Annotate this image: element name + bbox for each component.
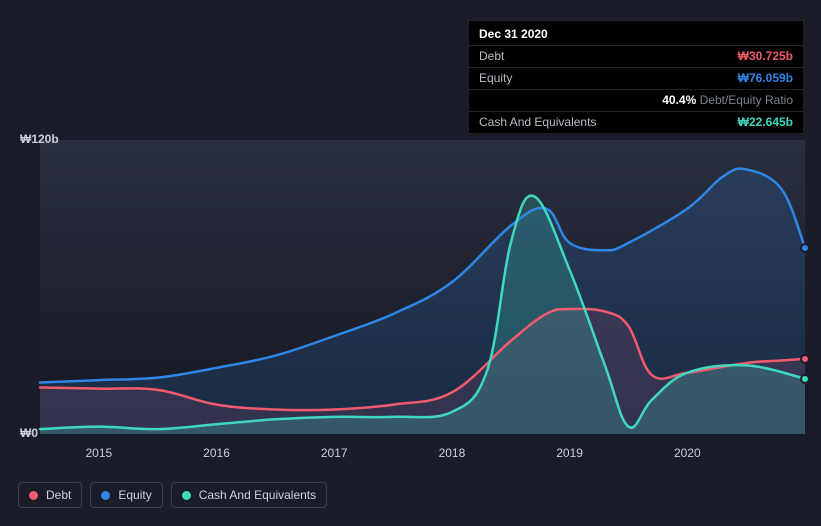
chart-svg: [16, 120, 805, 440]
legend-label: Equity: [118, 488, 151, 502]
x-axis-tick: 2020: [674, 446, 701, 460]
equity-end-marker: [800, 243, 810, 253]
tooltip-row-label: Debt: [479, 49, 504, 63]
tooltip-row-value: ₩76.059b: [738, 71, 793, 85]
legend-item-equity[interactable]: Equity: [90, 482, 162, 508]
legend-label: Debt: [46, 488, 71, 502]
debt-equity-chart: ₩0₩120b 201520162017201820192020: [16, 120, 805, 440]
debt-end-marker: [800, 354, 810, 364]
legend-item-cash[interactable]: Cash And Equivalents: [171, 482, 327, 508]
x-axis-tick: 2015: [85, 446, 112, 460]
x-axis-tick: 2017: [321, 446, 348, 460]
cash-end-marker: [800, 374, 810, 384]
x-axis-tick: 2019: [556, 446, 583, 460]
tooltip-row-value: 40.4%: [662, 93, 696, 107]
x-axis-tick: 2016: [203, 446, 230, 460]
x-axis-tick: 2018: [439, 446, 466, 460]
tooltip-row-label: Equity: [479, 71, 512, 85]
legend-item-debt[interactable]: Debt: [18, 482, 82, 508]
tooltip-row-value: ₩30.725b: [738, 49, 793, 63]
tooltip-date: Dec 31 2020: [469, 21, 803, 45]
legend-label: Cash And Equivalents: [199, 488, 316, 502]
tooltip-row-suffix: Debt/Equity Ratio: [696, 93, 793, 107]
y-axis-tick: ₩120b: [20, 132, 59, 146]
tooltip-row: 40.4% Debt/Equity Ratio: [469, 89, 803, 111]
tooltip-row: Debt ₩30.725b: [469, 45, 803, 67]
legend-dot-icon: [101, 491, 110, 500]
legend-dot-icon: [29, 491, 38, 500]
y-axis-tick: ₩0: [20, 426, 38, 440]
legend-dot-icon: [182, 491, 191, 500]
tooltip-row: Equity ₩76.059b: [469, 67, 803, 89]
legend: Debt Equity Cash And Equivalents: [18, 482, 327, 508]
tooltip-panel: Dec 31 2020 Debt ₩30.725b Equity ₩76.059b 40…: [468, 20, 804, 134]
